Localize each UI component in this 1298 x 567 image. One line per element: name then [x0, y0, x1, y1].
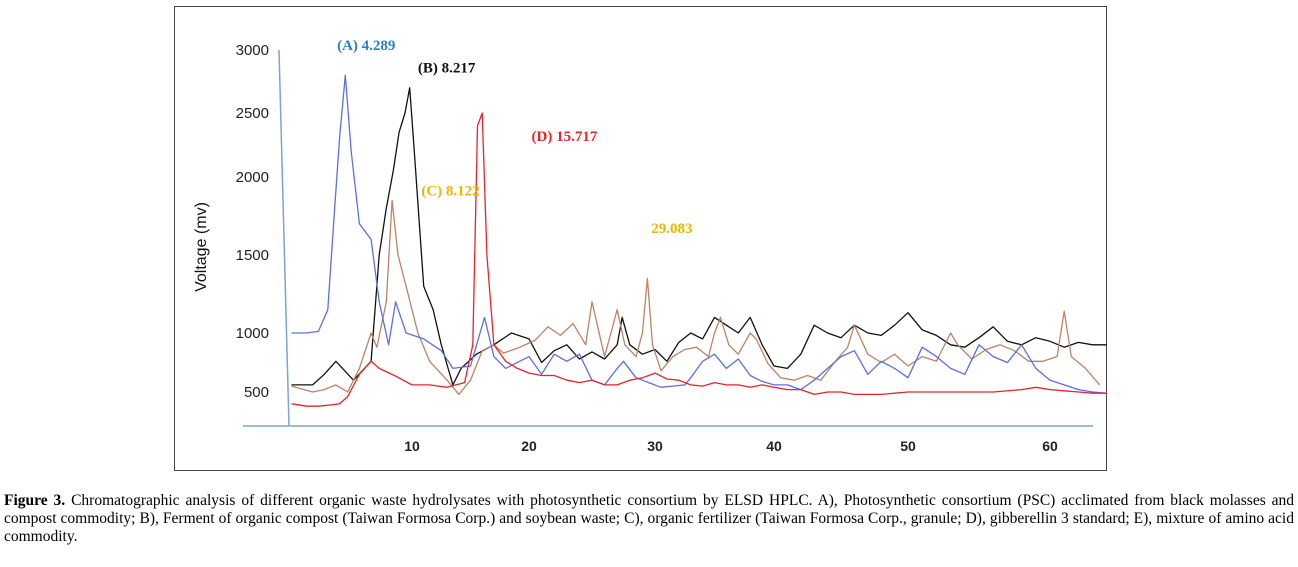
peak-label-d: (D) 15.717: [532, 129, 598, 145]
caption-text: Chromatographic analysis of different or…: [4, 492, 1295, 545]
caption-label: Figure 3.: [4, 492, 66, 509]
y-tick-label: 3000: [236, 42, 269, 59]
figure-frame: [174, 6, 1107, 471]
x-tick-label: 10: [404, 438, 420, 454]
peak-annotations: (A) 4.289 (B) 8.217 (C) 8.122 (D) 15.717 29.…: [337, 38, 692, 237]
peak-label-c: (C) 8.122: [421, 184, 479, 200]
x-tick-label: 30: [647, 438, 663, 454]
x-tick-label: 20: [521, 438, 537, 454]
y-axis-label: Voltage (mv): [193, 202, 210, 292]
figure-caption: Figure 3. Chromatographic analysis of di…: [4, 492, 1294, 546]
chromatogram-chart: 3000 2500 2000 1500 1000 500 10 20 30 40 50 60 Vol…: [193, 38, 1107, 454]
peak-label-e: 29.083: [651, 221, 692, 237]
series-line-b: [291, 87, 1107, 386]
series-lines: [291, 74, 1107, 407]
y-axis-line: [278, 49, 290, 427]
y-tick-label: 2000: [236, 169, 269, 186]
x-tick-label: 50: [900, 438, 916, 454]
series-line-c: [291, 199, 1101, 396]
y-tick-label: 2500: [236, 105, 269, 122]
y-tick-label: 1500: [236, 247, 269, 264]
peak-label-b: (B) 8.217: [418, 61, 476, 77]
series-line-a: [291, 74, 1107, 394]
y-tick-label: 1000: [236, 325, 269, 342]
peak-label-a: (A) 4.289: [337, 38, 395, 54]
series-line-d: [291, 112, 1107, 407]
x-tick-labels: 10 20 30 40 50 60: [404, 438, 1058, 454]
y-tick-labels: 3000 2500 2000 1500 1000 500: [236, 42, 269, 401]
x-tick-label: 40: [766, 438, 782, 454]
y-tick-label: 500: [244, 384, 269, 401]
axes: [243, 49, 1093, 427]
x-tick-label: 60: [1042, 438, 1058, 454]
